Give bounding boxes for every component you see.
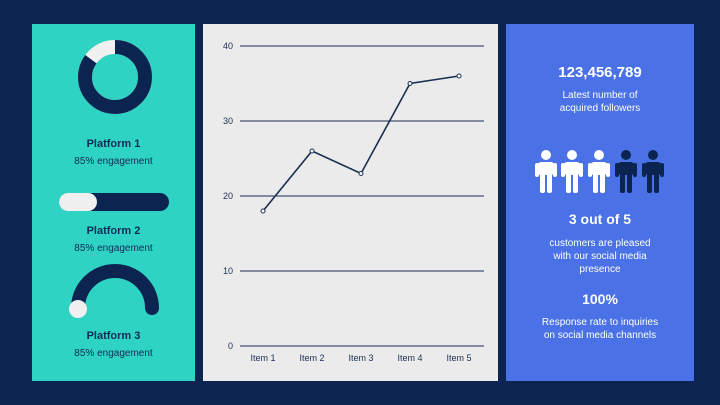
platform-1-engagement: 85% engagement [74, 156, 153, 167]
platform-gauges [59, 40, 169, 318]
data-point [358, 171, 364, 176]
platform-2-title: Platform 2 [86, 225, 141, 237]
response-caption-line-1: Response rate to inquiries [541, 317, 659, 328]
arc-track [71, 264, 159, 315]
line-chart-panel: 0 10 20 30 40 Item 1 Item 2 Item 3 Item 4 Item 5 [203, 24, 498, 381]
y-tick-label: 20 [223, 191, 233, 201]
ratio-caption-line-1: customers are pleased [549, 238, 651, 249]
y-tick-label: 10 [223, 266, 233, 276]
y-tick-label: 0 [228, 341, 233, 351]
y-tick-label: 30 [223, 116, 233, 126]
bar-fill [59, 193, 97, 211]
followers-caption-line-2: acquired followers [559, 103, 641, 114]
ratio-caption-line-3: presence [579, 264, 621, 275]
x-tick-label: Item 5 [446, 353, 471, 363]
arc-marker [69, 300, 87, 318]
y-tick-label: 40 [223, 41, 233, 51]
response-value: 100% [582, 291, 618, 307]
x-tick-label: Item 2 [299, 353, 324, 363]
x-tick-label: Item 1 [250, 353, 275, 363]
donut-fill [78, 40, 152, 114]
response-caption-line-2: on social media channels [543, 330, 657, 341]
person-icon-pleased [588, 150, 610, 193]
donut-gauge [78, 40, 152, 114]
line-chart: 0 10 20 30 40 Item 1 Item 2 Item 3 Item 4 Item 5 [223, 41, 484, 363]
data-point [407, 81, 413, 86]
followers-caption-line-1: Latest number of [562, 90, 638, 101]
stats-panel: 123,456,789 Latest number of acquired fo… [506, 24, 694, 381]
followers-value: 123,456,789 [558, 64, 642, 81]
person-icon-pleased [561, 150, 583, 193]
platform-2-engagement: 85% engagement [74, 243, 153, 254]
person-icon-pleased [535, 150, 557, 193]
arc-gauge [69, 264, 159, 318]
platform-1-title: Platform 1 [86, 138, 141, 150]
x-tick-label: Item 3 [348, 353, 373, 363]
x-tick-label: Item 4 [397, 353, 422, 363]
data-point [456, 73, 462, 79]
bar-gauge [59, 193, 169, 211]
platform-panel: Platform 1 85% engagement Platform 2 85%… [32, 24, 195, 381]
person-icon [615, 150, 637, 193]
data-point [309, 148, 315, 154]
platform-3-title: Platform 3 [86, 330, 141, 342]
people-icons [535, 150, 664, 193]
person-icon [642, 150, 664, 193]
ratio-value: 3 out of 5 [568, 211, 632, 227]
platform-3-engagement: 85% engagement [74, 348, 153, 359]
ratio-caption-line-2: with our social media [553, 251, 647, 262]
series-line [262, 75, 460, 212]
data-point [260, 208, 266, 214]
